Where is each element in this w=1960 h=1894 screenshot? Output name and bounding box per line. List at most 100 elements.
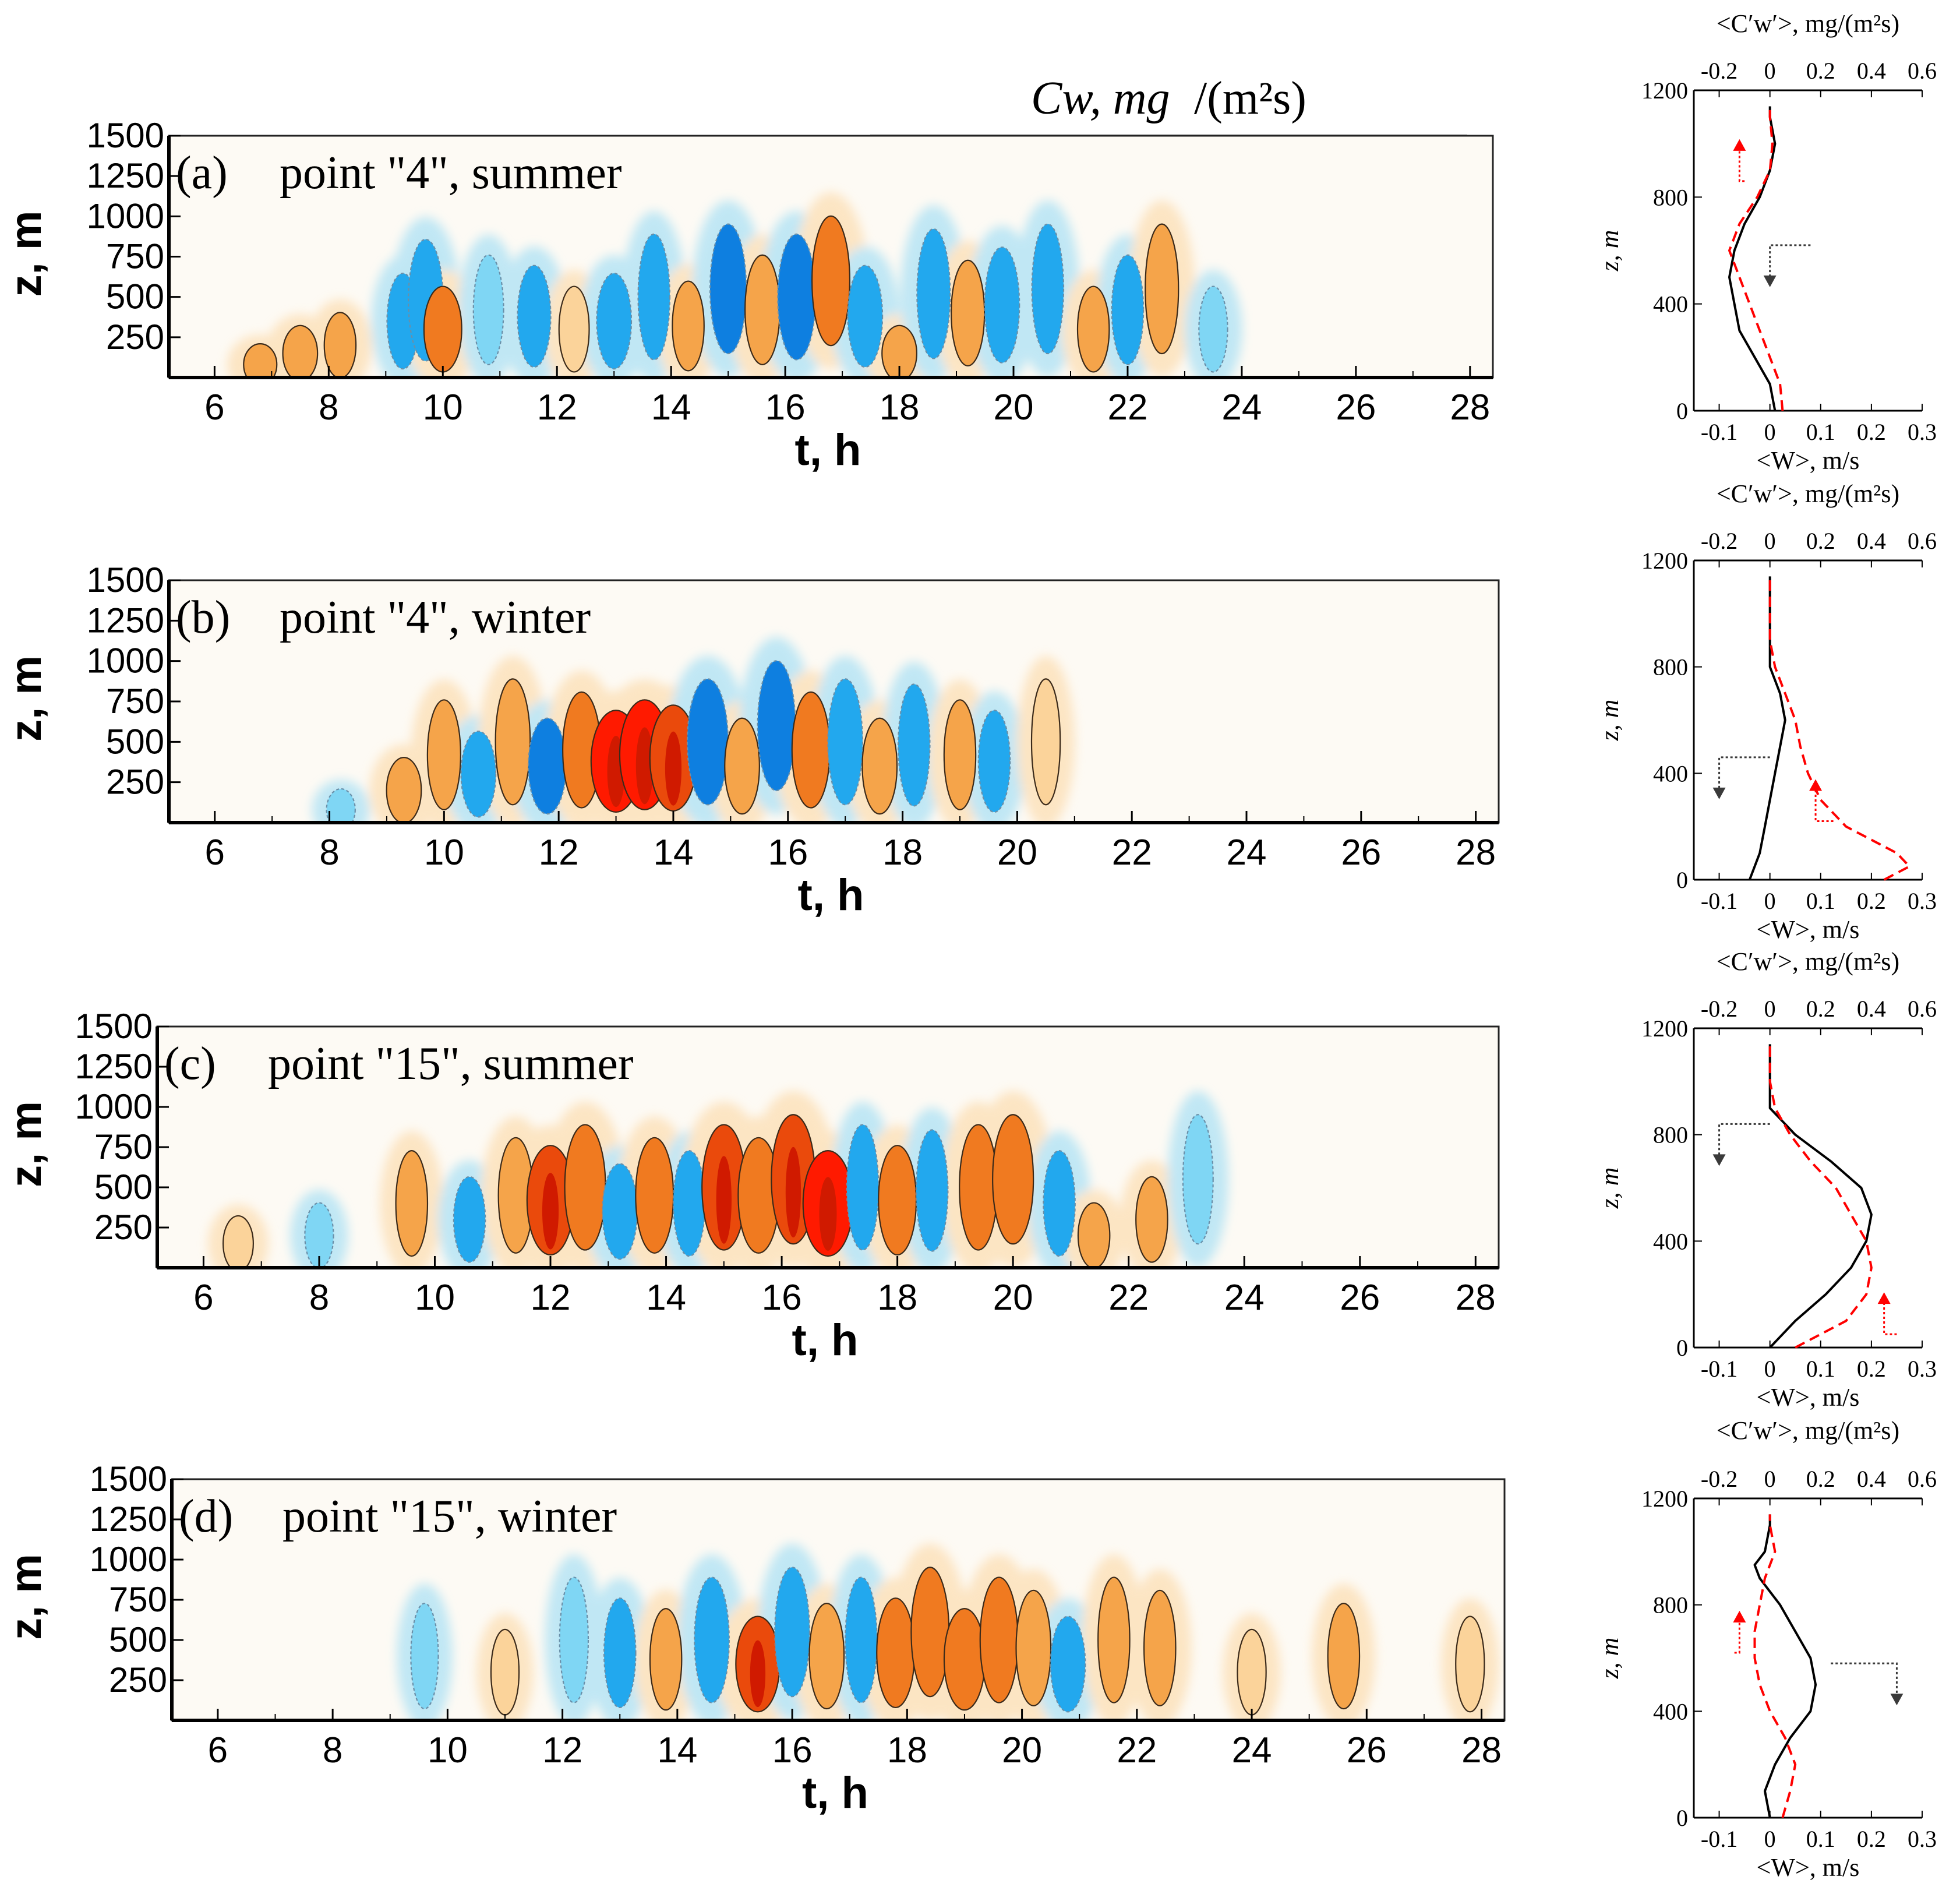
profile-cw-line [1753, 1514, 1797, 1818]
x-tick-label: 10 [415, 1278, 455, 1318]
profile-top-label: <C′w′>, mg/(m²s) [1717, 947, 1899, 976]
profile-top-tick-label: 0.4 [1857, 58, 1886, 84]
profile-cw-line [1768, 576, 1911, 881]
profile-bottom-tick-label: 0 [1764, 888, 1776, 914]
heatmap-cell-core [785, 1147, 801, 1238]
profile-w-arrowhead [1890, 1694, 1904, 1706]
profile-y-tick-label: 400 [1653, 1698, 1688, 1724]
profile-bottom-tick-label: 0.1 [1806, 419, 1835, 445]
x-tick-label: 8 [319, 833, 339, 873]
heatmap-cell [1145, 223, 1179, 355]
profile-bottom-tick-label: 0.1 [1806, 1356, 1835, 1382]
profile-w-line [1748, 576, 1786, 880]
y-axis-label: z, m [1, 1554, 51, 1640]
heatmap-cell [1198, 285, 1228, 373]
x-tick-label: 24 [1224, 1278, 1265, 1318]
heatmap-cell [410, 1603, 439, 1710]
heatmap-cell [1043, 1150, 1076, 1257]
heatmap-cell [1455, 1616, 1485, 1713]
profile-top-label: <C′w′>, mg/(m²s) [1717, 9, 1899, 38]
x-tick-label: 28 [1456, 1278, 1496, 1318]
profile-w-line [1768, 1044, 1873, 1349]
profile-cw-arrowhead [1809, 779, 1823, 791]
heatmap-cell [395, 1150, 429, 1257]
x-tick-label: 28 [1456, 833, 1496, 873]
x-tick-label: 16 [762, 1278, 802, 1318]
heatmap-cell [386, 757, 422, 823]
profile-top-tick-label: 0.4 [1857, 996, 1886, 1022]
heatmap-cell [791, 691, 831, 809]
heatmap-cell [649, 1607, 683, 1711]
x-tick-label: 22 [1112, 833, 1152, 873]
profile-panel: 0 400 800 1200 -0.1 0 0.1 0.2 0.3 -0.2 0 0.2 0.4 0.6 <… [1595, 479, 1937, 944]
heatmap-cell [672, 280, 705, 372]
profile-y-tick-label: 800 [1653, 1592, 1688, 1618]
profile-top-tick-label: 0 [1764, 1466, 1776, 1492]
profile-bottom-label: <W>, m/s [1757, 1383, 1860, 1412]
heatmap-cell [559, 1576, 589, 1703]
profile-top-tick-label: 0.6 [1908, 58, 1937, 84]
heatmap-cell [1237, 1628, 1267, 1716]
profile-top-tick-label: 0.6 [1908, 996, 1937, 1022]
heatmap-cell [426, 699, 461, 810]
heatmap-cell [910, 1567, 950, 1698]
y-tick-label: 750 [106, 682, 164, 721]
profile-y-tick-label: 1200 [1641, 548, 1688, 574]
x-axis-label: t, h [792, 1315, 859, 1365]
profile-cw-arrowhead [1877, 1292, 1891, 1304]
profile-bottom-tick-label: 0.3 [1908, 1826, 1937, 1852]
heatmap-cells [207, 1091, 1228, 1268]
heatmap-cell [943, 1607, 986, 1711]
profile-top-tick-label: 0.6 [1908, 1466, 1937, 1492]
profile-w-arrowhead [1712, 1154, 1726, 1166]
profile-bottom-tick-label: 0.2 [1857, 419, 1886, 445]
panel-label: (a) [176, 147, 228, 199]
profile-bottom-label: <W>, m/s [1757, 1853, 1860, 1882]
heatmap-cell [1327, 1603, 1361, 1710]
y-tick-label: 250 [106, 763, 164, 802]
heatmap-cell [694, 1576, 730, 1703]
heatmap-cell [495, 678, 531, 806]
profile-top-tick-label: 0.2 [1806, 1466, 1835, 1492]
y-tick-label: 1000 [75, 1087, 153, 1126]
heatmap-cell [811, 215, 850, 347]
x-tick-label: 10 [428, 1730, 468, 1770]
heatmap-cell [527, 717, 567, 815]
profile-top-tick-label: 0.4 [1857, 1466, 1886, 1492]
profile-top-tick-label: 0.2 [1806, 996, 1835, 1022]
heatmap-cell [1076, 285, 1110, 373]
profile-bottom-tick-label: 0 [1764, 1356, 1776, 1382]
profile-y-label: z, m [1595, 1638, 1624, 1680]
x-tick-label: 10 [424, 833, 464, 873]
heatmap-cell [1077, 1202, 1111, 1268]
profile-bottom-tick-label: -0.1 [1701, 1826, 1737, 1852]
x-tick-label: 28 [1461, 1730, 1502, 1770]
profile-bottom-tick-label: 0 [1764, 1826, 1776, 1852]
heatmap-cell [222, 1215, 254, 1268]
heatmap-cell [897, 683, 931, 807]
profile-y-tick-label: 1200 [1641, 77, 1688, 104]
x-tick-label: 26 [1347, 1730, 1387, 1770]
y-tick-label: 1500 [87, 560, 164, 599]
heatmap-cell [876, 1597, 916, 1709]
y-tick-label: 1500 [75, 1007, 153, 1046]
profile-bottom-tick-label: -0.1 [1701, 1356, 1737, 1382]
heatmap-cell-core [750, 1640, 766, 1708]
x-tick-label: 22 [1117, 1730, 1157, 1770]
x-tick-label: 28 [1450, 387, 1490, 428]
profile-top-tick-label: 0.6 [1908, 528, 1937, 554]
heatmap-cell [709, 223, 747, 355]
heatmap-cell [1111, 254, 1145, 365]
heatmap-cell [602, 1163, 638, 1260]
panel-label: (c) [164, 1038, 216, 1089]
profile-w-arrowhead [1712, 787, 1726, 799]
profile-bottom-tick-label: 0.1 [1806, 888, 1835, 914]
profile-y-tick-label: 800 [1653, 1122, 1688, 1148]
x-tick-label: 18 [882, 833, 923, 873]
panel-title: point "4", summer [280, 147, 622, 199]
heatmap-cell [460, 731, 497, 818]
profile-top-tick-label: 0 [1764, 58, 1776, 84]
heatmap-cell [827, 678, 864, 806]
profile-y-tick-label: 800 [1653, 184, 1688, 210]
profile-top-tick-label: 0.2 [1806, 58, 1835, 84]
